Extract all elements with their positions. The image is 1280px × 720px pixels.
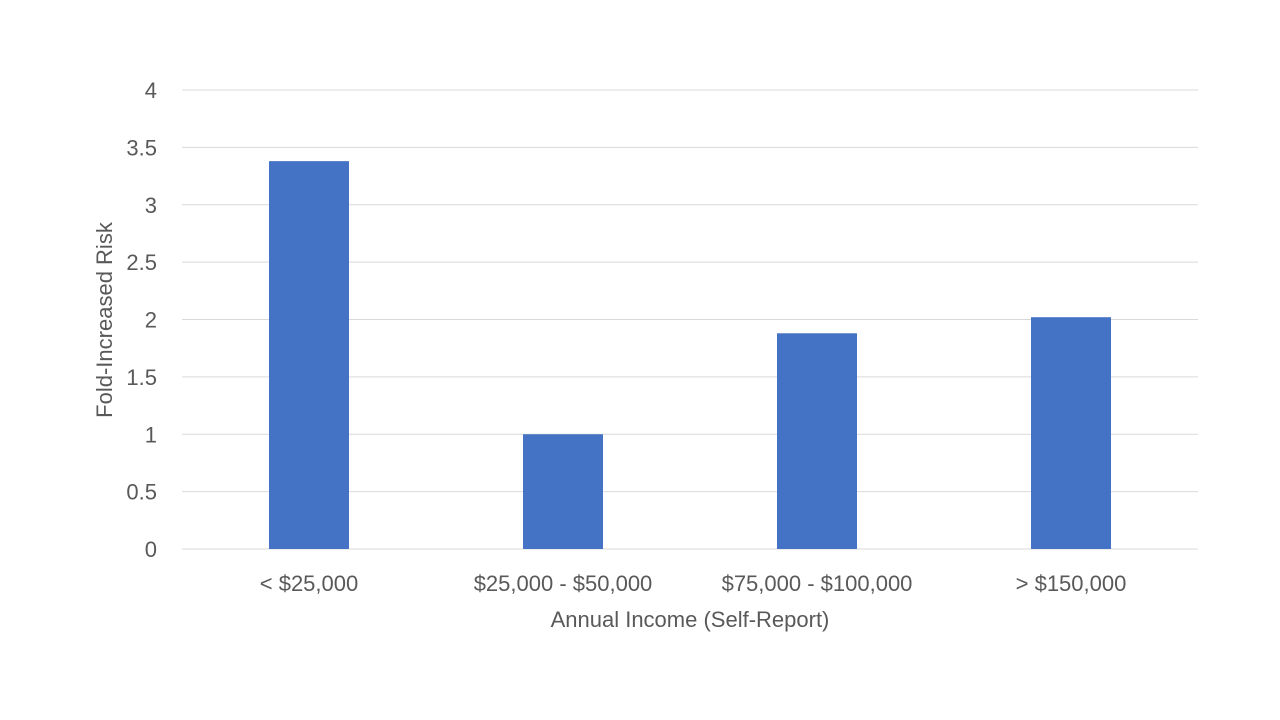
y-tick-label: 1.5 [126,365,157,390]
bar [523,434,603,549]
x-tick-label: < $25,000 [260,571,358,596]
y-tick-label: 2 [145,308,157,333]
y-axis-ticks: 0 0.5 1 1.5 2 2.5 3 3.5 4 [126,78,157,562]
x-tick-label: $25,000 - $50,000 [474,571,653,596]
gridlines [182,89,1198,550]
x-tick-label: > $150,000 [1016,571,1127,596]
y-tick-label: 0.5 [126,480,157,505]
x-axis-ticks: < $25,000 $25,000 - $50,000 $75,000 - $100… [260,571,1127,596]
x-axis-title: Annual Income (Self-Report) [551,607,830,632]
bars [269,161,1111,549]
y-tick-label: 3.5 [126,135,157,160]
y-tick-label: 0 [145,537,157,562]
y-tick-label: 3 [145,193,157,218]
y-tick-label: 4 [145,78,157,103]
x-tick-label: $75,000 - $100,000 [722,571,913,596]
y-tick-label: 2.5 [126,250,157,275]
y-tick-label: 1 [145,422,157,447]
bar [777,333,857,549]
bar [269,161,349,549]
y-axis-title: Fold-Increased Risk [92,221,117,418]
bar [1031,317,1111,549]
